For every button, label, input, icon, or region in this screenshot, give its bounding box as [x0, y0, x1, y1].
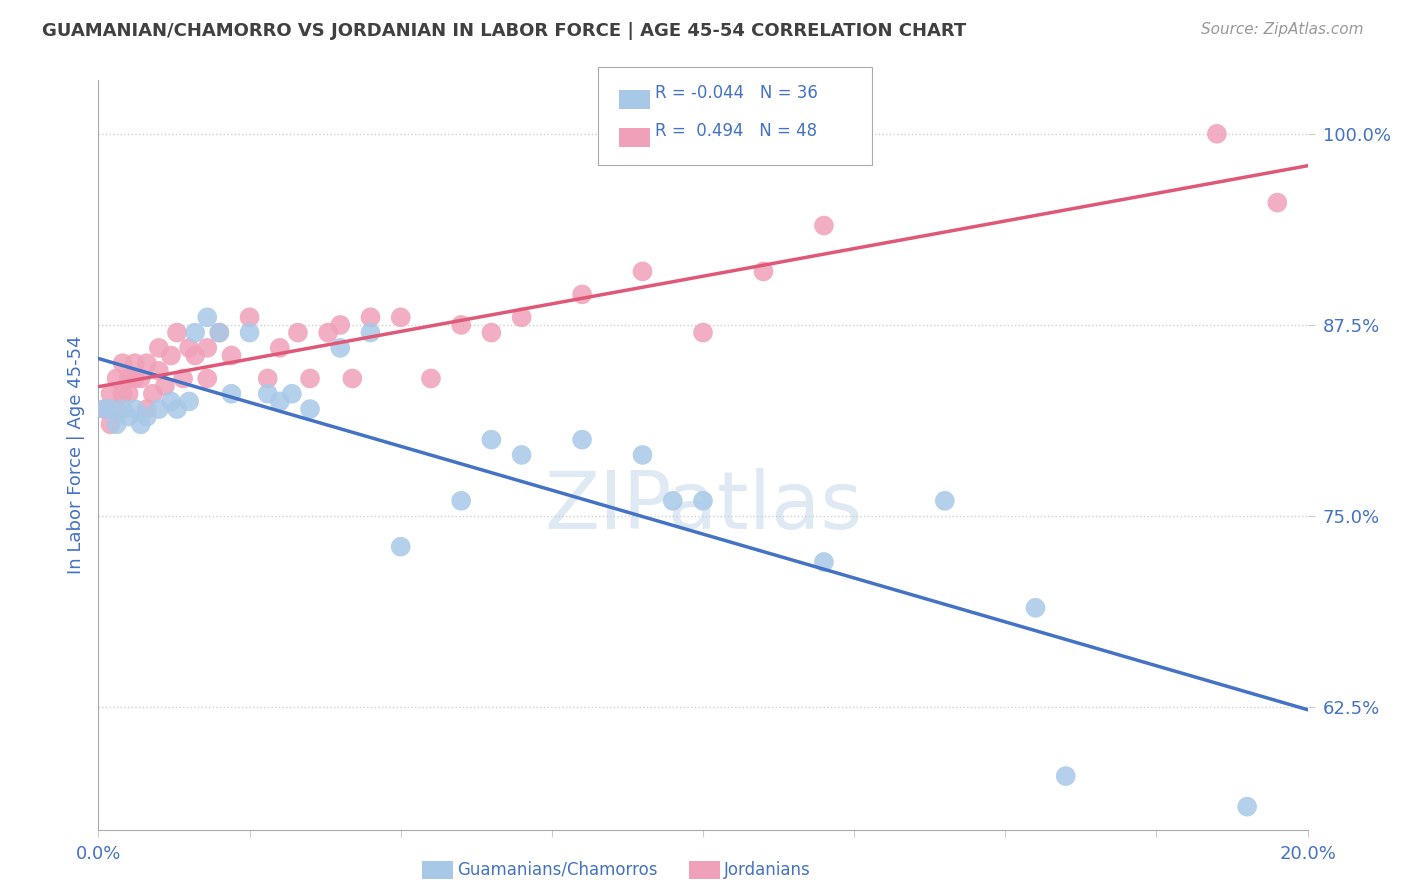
Point: [813, 219, 835, 233]
Point: [287, 326, 309, 340]
Point: [148, 364, 170, 378]
Point: [1024, 600, 1046, 615]
Point: [118, 371, 141, 385]
Point: [184, 349, 207, 363]
Point: [100, 417, 122, 432]
Point: [100, 402, 122, 417]
Y-axis label: In Labor Force | Age 45-54: In Labor Force | Age 45-54: [66, 335, 84, 574]
Point: [1267, 195, 1289, 210]
Point: [160, 394, 183, 409]
Point: [221, 349, 243, 363]
Point: [118, 386, 141, 401]
Point: [179, 341, 201, 355]
Point: [360, 310, 382, 325]
Point: [148, 341, 170, 355]
Point: [661, 493, 683, 508]
Point: [111, 386, 134, 401]
Point: [481, 326, 503, 340]
Point: [153, 379, 176, 393]
Point: [105, 371, 128, 385]
Point: [208, 326, 231, 340]
Point: [105, 402, 128, 417]
Point: [329, 341, 352, 355]
Point: [124, 371, 146, 385]
Point: [239, 310, 262, 325]
Point: [571, 287, 593, 301]
Point: [118, 409, 141, 424]
Point: [510, 448, 533, 462]
Point: [195, 310, 218, 325]
Point: [752, 264, 775, 278]
Text: R = -0.044   N = 36: R = -0.044 N = 36: [655, 84, 818, 102]
Point: [124, 356, 146, 370]
Point: [166, 326, 188, 340]
Point: [239, 326, 262, 340]
Point: [179, 394, 201, 409]
Point: [571, 433, 593, 447]
Point: [135, 402, 157, 417]
Point: [389, 540, 412, 554]
Point: [299, 402, 322, 417]
Point: [299, 371, 322, 385]
Point: [450, 493, 472, 508]
Point: [100, 386, 122, 401]
Point: [1206, 127, 1229, 141]
Point: [148, 402, 170, 417]
Point: [93, 402, 115, 417]
Point: [184, 326, 207, 340]
Point: [389, 310, 412, 325]
Point: [142, 386, 165, 401]
Point: [256, 386, 278, 401]
Point: [269, 341, 291, 355]
Point: [208, 326, 231, 340]
Point: [934, 493, 956, 508]
Point: [160, 349, 183, 363]
Point: [256, 371, 278, 385]
Point: [135, 356, 157, 370]
Point: [481, 433, 503, 447]
Point: [1054, 769, 1077, 783]
Point: [129, 371, 152, 385]
Text: GUAMANIAN/CHAMORRO VS JORDANIAN IN LABOR FORCE | AGE 45-54 CORRELATION CHART: GUAMANIAN/CHAMORRO VS JORDANIAN IN LABOR…: [42, 22, 966, 40]
Point: [510, 310, 533, 325]
Point: [135, 409, 157, 424]
Point: [111, 356, 134, 370]
Point: [166, 402, 188, 417]
Point: [631, 264, 654, 278]
Point: [93, 402, 115, 417]
Point: [124, 402, 146, 417]
Point: [195, 371, 218, 385]
Point: [450, 318, 472, 332]
Point: [360, 326, 382, 340]
Point: [329, 318, 352, 332]
Point: [172, 371, 194, 385]
Point: [111, 402, 134, 417]
Text: Jordanians: Jordanians: [724, 861, 811, 879]
Point: [316, 326, 339, 340]
Point: [269, 394, 291, 409]
Point: [195, 341, 218, 355]
Point: [813, 555, 835, 569]
Point: [105, 417, 128, 432]
Text: Guamanians/Chamorros: Guamanians/Chamorros: [457, 861, 658, 879]
Text: R =  0.494   N = 48: R = 0.494 N = 48: [655, 122, 817, 140]
Point: [221, 386, 243, 401]
Point: [692, 493, 714, 508]
Point: [631, 448, 654, 462]
Point: [692, 326, 714, 340]
Point: [281, 386, 304, 401]
Point: [342, 371, 364, 385]
Point: [129, 417, 152, 432]
Text: ZIPatlas: ZIPatlas: [544, 468, 862, 547]
Point: [420, 371, 443, 385]
Text: Source: ZipAtlas.com: Source: ZipAtlas.com: [1201, 22, 1364, 37]
Point: [1236, 799, 1258, 814]
